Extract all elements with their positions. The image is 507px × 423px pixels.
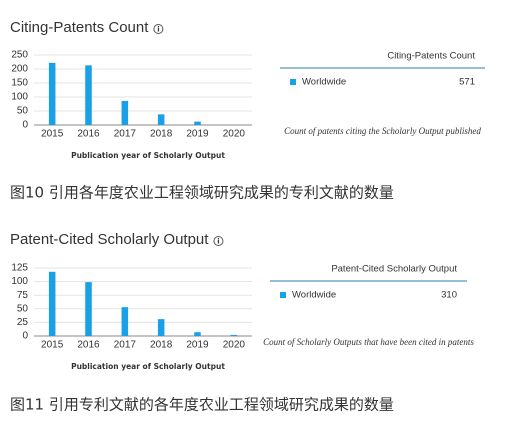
bar [85, 282, 92, 336]
x-tick-label: 2019 [186, 340, 209, 351]
x-tick-label: 2020 [223, 129, 246, 140]
y-tick-label: 50 [17, 106, 29, 117]
bar [85, 65, 92, 125]
x-tick-label: 2015 [41, 340, 64, 351]
y-tick-label: 75 [17, 290, 29, 301]
x-axis-label: Publication year of Scholarly Output [71, 362, 225, 371]
legend-label: Worldwide [302, 77, 346, 88]
legend-swatch [290, 79, 296, 85]
total-value: 310 [441, 290, 457, 301]
y-tick-label: 100 [11, 276, 28, 287]
y-tick-label: 0 [22, 120, 28, 131]
panel-note: Count of Scholarly Outputs that have bee… [263, 337, 474, 347]
legend-label: Worldwide [292, 290, 336, 301]
bar [194, 121, 201, 125]
y-tick-label: 100 [11, 92, 28, 103]
bar [48, 62, 56, 125]
x-tick-label: 2019 [186, 129, 209, 140]
y-tick-label: 0 [22, 331, 28, 342]
x-tick-label: 2017 [114, 129, 137, 140]
y-tick-label: 200 [11, 64, 28, 75]
figure-caption: 图10 引用各年度农业工程领域研究成果的专利文献的数量 [10, 184, 394, 202]
info-icon-i: i [217, 238, 219, 246]
bar [48, 271, 56, 336]
bar [194, 332, 201, 336]
x-tick-label: 2016 [77, 129, 100, 140]
total-value: 571 [459, 77, 475, 88]
panel-title: Citing-Patents Count [387, 51, 475, 62]
panel-title: Patent-Cited Scholarly Output [331, 264, 457, 275]
info-icon [153, 24, 164, 34]
y-tick-label: 250 [11, 50, 28, 61]
x-axis-label: Publication year of Scholarly Output [71, 151, 225, 160]
bar [157, 114, 165, 125]
bar [121, 100, 129, 125]
legend-swatch [280, 292, 286, 298]
chart-title: Citing-Patents Count [10, 19, 149, 36]
x-tick-label: 2018 [150, 340, 173, 351]
y-tick-label: 50 [17, 303, 29, 314]
bar [157, 319, 165, 336]
x-tick-label: 2017 [114, 340, 137, 351]
y-tick-label: 150 [11, 78, 28, 89]
bar [230, 334, 238, 336]
info-icon-i: i [157, 26, 159, 34]
y-tick-label: 25 [17, 317, 29, 328]
y-tick-label: 125 [11, 263, 28, 274]
chart-title: Patent-Cited Scholarly Output [10, 231, 209, 248]
x-tick-label: 2015 [41, 129, 64, 140]
panel-note: Count of patents citing the Scholarly Ou… [284, 126, 481, 136]
x-tick-label: 2018 [150, 129, 173, 140]
x-tick-label: 2016 [77, 340, 100, 351]
bar [121, 307, 129, 336]
figure-caption: 图11 引用专利文献的各年度农业工程领域研究成果的数量 [10, 396, 394, 414]
info-icon [213, 236, 224, 246]
x-tick-label: 2020 [223, 340, 246, 351]
